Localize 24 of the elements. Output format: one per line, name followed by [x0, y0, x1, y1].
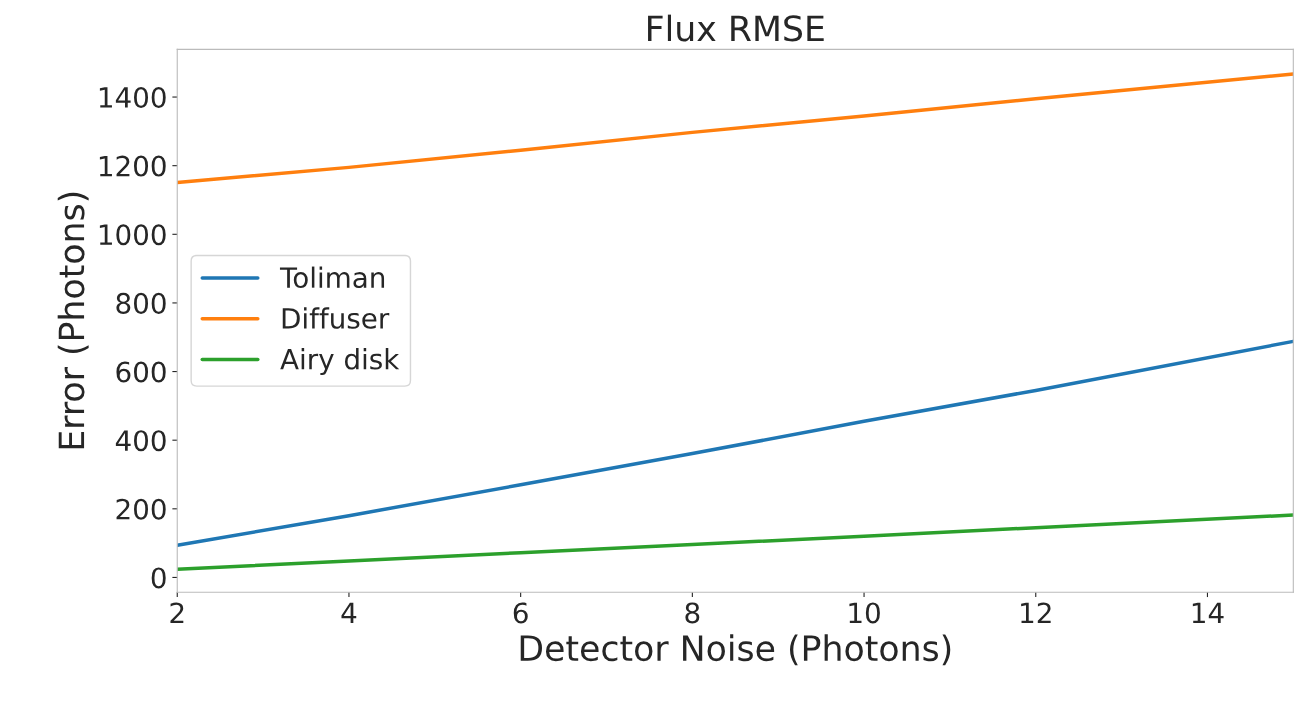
- x-tick-label: 2: [170, 602, 184, 624]
- x-tick-label: 10: [849, 602, 880, 624]
- x-tick-label: 12: [1021, 602, 1051, 624]
- y-tick-label: 0: [151, 567, 166, 589]
- x-tick-label: 14: [1192, 602, 1224, 624]
- y-tick-label: 1000: [99, 224, 166, 246]
- line-series: [177, 339, 1294, 547]
- y-axis-title: Error (Photons): [57, 192, 89, 449]
- x-tick-label: 6: [513, 602, 528, 624]
- legend-label: Toliman: [279, 266, 385, 289]
- line-series: [177, 513, 1294, 571]
- x-axis-title: Detector Noise (Photons): [520, 634, 951, 666]
- y-tick-label: 400: [115, 430, 166, 452]
- y-tick-label: 600: [116, 361, 166, 383]
- legend-label: Diffuser: [282, 307, 390, 329]
- y-tick-label: 1200: [99, 155, 166, 177]
- y-tick-label: 800: [116, 292, 166, 314]
- y-tick-label: 1400: [99, 86, 166, 108]
- y-tick-label: 200: [116, 498, 166, 520]
- x-tick-label: 8: [685, 602, 700, 624]
- line-series: [177, 72, 1294, 185]
- chart-title: Flux RMSE: [648, 14, 824, 42]
- x-tick-label: 4: [341, 602, 357, 624]
- legend-label: Airy disk: [280, 348, 400, 375]
